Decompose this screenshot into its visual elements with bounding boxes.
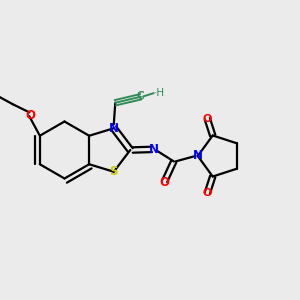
Text: O: O [202,188,212,198]
Text: C: C [136,92,144,101]
Text: O: O [160,176,170,190]
Text: O: O [202,114,212,124]
Text: N: N [109,122,119,135]
Text: N: N [149,143,159,156]
Text: ·H: ·H [154,88,165,98]
Text: N: N [193,149,203,162]
Text: S: S [110,165,118,178]
Text: O: O [25,109,35,122]
